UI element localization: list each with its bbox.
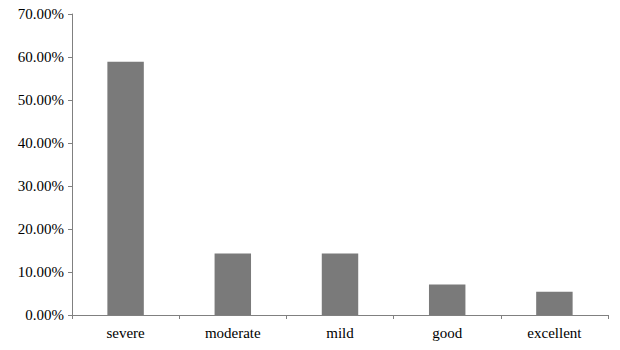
svg-text:good: good bbox=[432, 325, 463, 341]
svg-text:10.00%: 10.00% bbox=[18, 264, 64, 280]
svg-text:moderate: moderate bbox=[205, 325, 261, 341]
svg-text:severe: severe bbox=[106, 325, 145, 341]
svg-text:30.00%: 30.00% bbox=[18, 178, 64, 194]
svg-text:20.00%: 20.00% bbox=[18, 221, 64, 237]
svg-text:0.00%: 0.00% bbox=[25, 307, 64, 323]
svg-text:mild: mild bbox=[326, 325, 354, 341]
svg-text:excellent: excellent bbox=[527, 325, 582, 341]
svg-text:50.00%: 50.00% bbox=[18, 92, 64, 108]
svg-text:40.00%: 40.00% bbox=[18, 135, 64, 151]
svg-text:70.00%: 70.00% bbox=[18, 6, 64, 22]
svg-text:60.00%: 60.00% bbox=[18, 49, 64, 65]
